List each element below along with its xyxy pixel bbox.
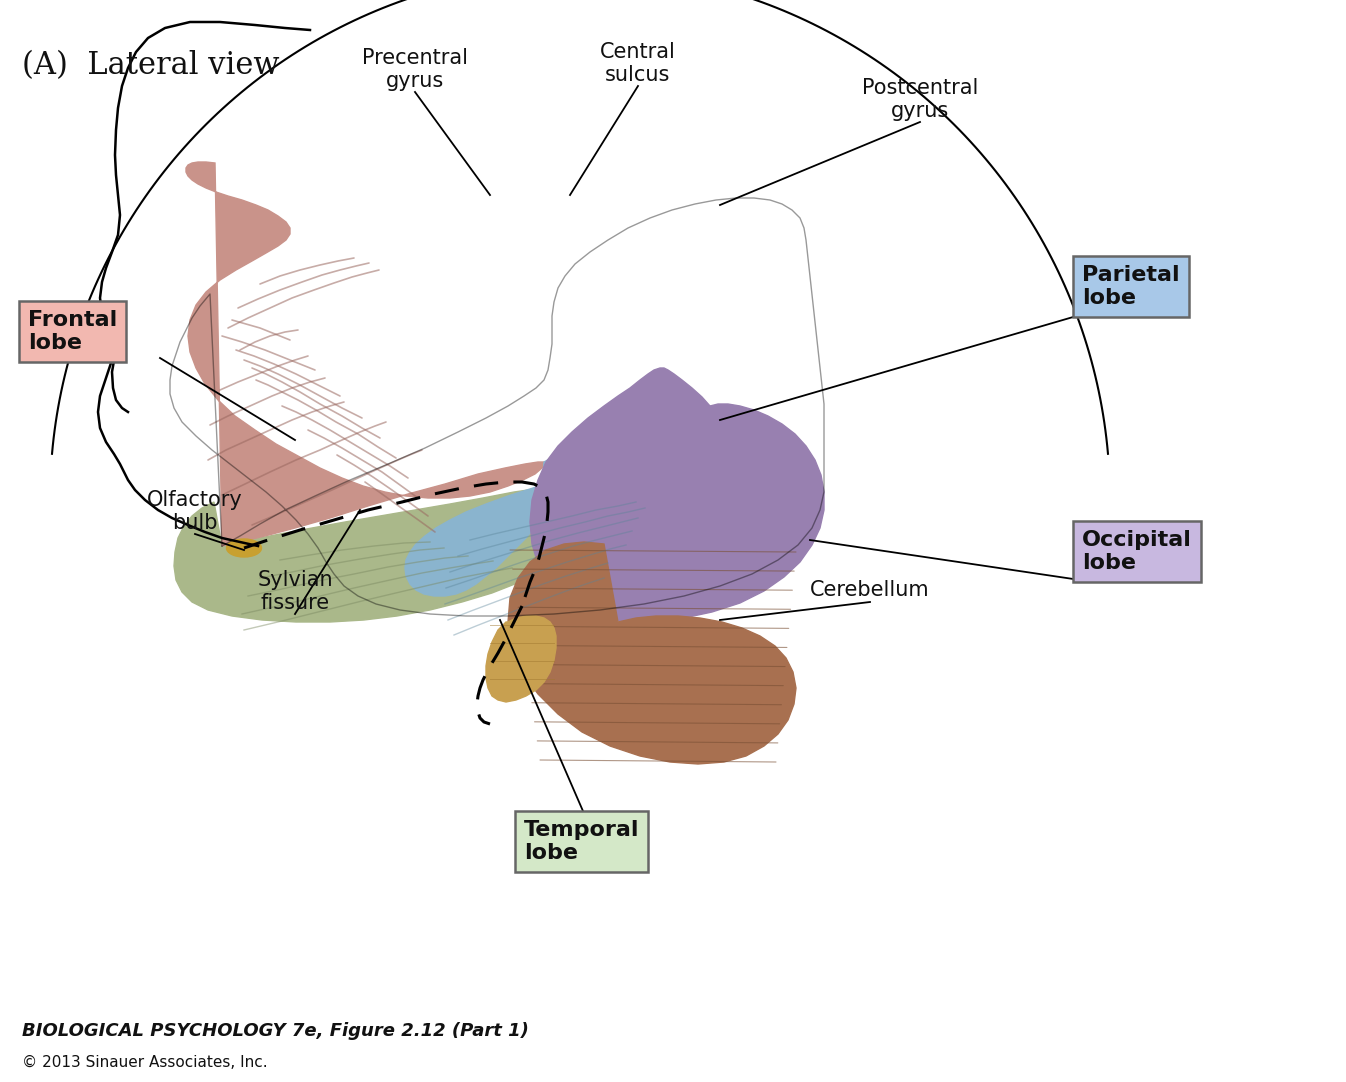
Ellipse shape: [226, 539, 261, 557]
Text: Central
sulcus: Central sulcus: [600, 42, 676, 85]
Text: © 2013 Sinauer Associates, Inc.: © 2013 Sinauer Associates, Inc.: [22, 1055, 268, 1070]
Text: Frontal
lobe: Frontal lobe: [28, 311, 117, 353]
Text: Postcentral
gyrus: Postcentral gyrus: [861, 78, 979, 121]
Text: Olfactory
bulb: Olfactory bulb: [147, 490, 242, 533]
Polygon shape: [174, 486, 618, 622]
Text: Parietal
lobe: Parietal lobe: [1082, 265, 1179, 308]
Text: Sylvian
fissure: Sylvian fissure: [257, 570, 332, 613]
Text: Temporal
lobe: Temporal lobe: [524, 820, 639, 863]
Text: (A)  Lateral view: (A) Lateral view: [22, 50, 280, 81]
Polygon shape: [405, 404, 712, 596]
Polygon shape: [186, 162, 545, 546]
Polygon shape: [486, 616, 556, 702]
Polygon shape: [507, 542, 795, 764]
Text: Occipital
lobe: Occipital lobe: [1082, 530, 1191, 573]
Text: BIOLOGICAL PSYCHOLOGY 7e, Figure 2.12 (Part 1): BIOLOGICAL PSYCHOLOGY 7e, Figure 2.12 (P…: [22, 1022, 529, 1040]
Text: Precentral
gyrus: Precentral gyrus: [362, 48, 468, 91]
Polygon shape: [530, 368, 824, 622]
Text: Cerebellum: Cerebellum: [810, 580, 930, 601]
